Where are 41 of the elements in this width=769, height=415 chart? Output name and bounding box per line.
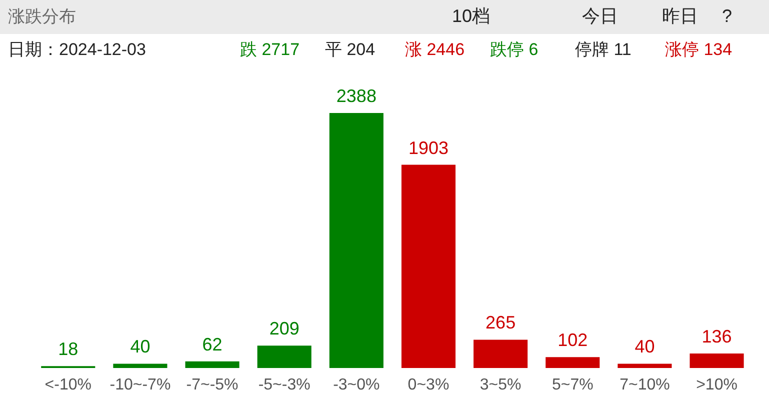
bar [113, 364, 168, 368]
text: 昨日 [662, 6, 698, 26]
x-tick-label: <-10% [44, 376, 92, 394]
data-label: 40 [634, 336, 655, 357]
text: 日期：2024-12-03 [8, 40, 146, 59]
data-label: 1903 [408, 138, 449, 158]
bar [474, 340, 528, 368]
data-label: 18 [58, 339, 78, 360]
bar [329, 113, 384, 368]
data-label: 102 [558, 330, 588, 350]
text: 10档 [452, 6, 490, 26]
data-label: 265 [486, 312, 516, 333]
bar [185, 361, 240, 368]
bar [690, 353, 744, 368]
text: 平 204 [325, 40, 376, 59]
text: 今日 [582, 6, 618, 26]
chart-title: 涨跌分布 [8, 7, 76, 26]
x-tick-label: -5~-3% [258, 376, 310, 394]
x-tick-label: -3~0% [333, 376, 380, 394]
x-tick-label: 5~7% [552, 376, 594, 394]
text: 跌 2717 [240, 40, 300, 59]
x-tick-label: -10~-7% [110, 376, 171, 394]
x-tick-label: -7~-5% [186, 376, 238, 394]
text: 停牌 11 [575, 40, 632, 59]
x-tick-label: 3~5% [480, 376, 522, 394]
x-tick-label: 0~3% [408, 376, 450, 394]
text: 涨停 134 [665, 40, 732, 59]
data-label: 136 [702, 326, 732, 346]
data-label: 209 [269, 318, 300, 339]
bar [618, 364, 672, 368]
data-label: 2388 [336, 86, 376, 106]
bar [257, 346, 312, 368]
text: ? [722, 6, 732, 26]
x-tick-label: >10% [696, 376, 738, 394]
data-label: 62 [202, 334, 222, 354]
text: 跌停 6 [490, 40, 538, 59]
bar [546, 357, 600, 368]
data-label: 40 [130, 336, 150, 357]
x-tick-label: 7~10% [620, 376, 670, 394]
bar [401, 164, 456, 368]
text: 涨 2446 [405, 40, 465, 59]
